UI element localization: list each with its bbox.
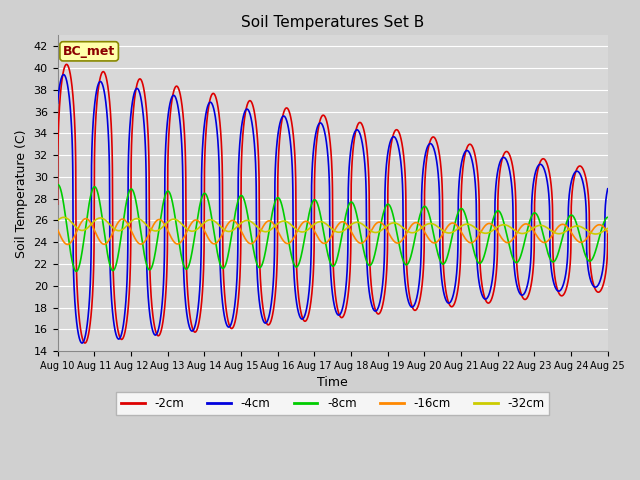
Y-axis label: Soil Temperature (C): Soil Temperature (C) bbox=[15, 129, 28, 257]
X-axis label: Time: Time bbox=[317, 376, 348, 389]
Text: BC_met: BC_met bbox=[63, 45, 115, 58]
Legend: -2cm, -4cm, -8cm, -16cm, -32cm: -2cm, -4cm, -8cm, -16cm, -32cm bbox=[116, 392, 549, 415]
Title: Soil Temperatures Set B: Soil Temperatures Set B bbox=[241, 15, 424, 30]
